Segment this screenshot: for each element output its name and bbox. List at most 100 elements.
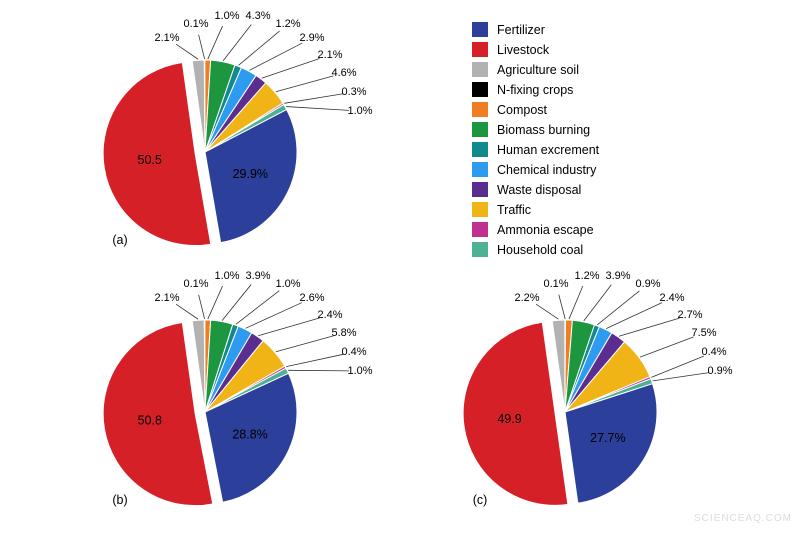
legend-swatch bbox=[472, 42, 488, 57]
percent-label: 3.9% bbox=[245, 270, 270, 282]
percent-label: 2.1% bbox=[317, 49, 342, 61]
legend-label: Human excrement bbox=[497, 142, 600, 157]
percent-label: 0.9% bbox=[635, 278, 660, 290]
leader-line bbox=[284, 93, 344, 104]
legend-item: Fertilizer bbox=[472, 22, 599, 37]
percent-label: 0.1% bbox=[543, 278, 568, 290]
slice-fertilizer bbox=[204, 108, 298, 244]
legend-label: Waste disposal bbox=[497, 182, 582, 197]
legend-swatch bbox=[472, 242, 488, 257]
percent-label: 2.7% bbox=[677, 309, 702, 321]
legend-label: Agriculture soil bbox=[497, 62, 579, 77]
fertilizer-share-label: 29.9% bbox=[233, 167, 268, 181]
percent-label: 1.0% bbox=[214, 270, 239, 282]
percent-label: 1.0% bbox=[347, 105, 372, 117]
legend-item: N-fixing crops bbox=[472, 82, 599, 97]
percent-label: 2.6% bbox=[299, 292, 324, 304]
fertilizer-share-label: 27.7% bbox=[590, 431, 625, 445]
leader-line bbox=[535, 303, 559, 320]
percent-label: 5.8% bbox=[331, 327, 356, 339]
slice-agriculture-soil bbox=[191, 319, 206, 413]
legend-label: Chemical industry bbox=[497, 162, 597, 177]
pie-chart-c: 2.2% 0.1% 1.2% 3.9% 0.9% 2.4% 2.7% 7.5% 0.4% 0.9%… bbox=[415, 270, 745, 528]
legend-item: Livestock bbox=[472, 42, 599, 57]
slice-livestock bbox=[102, 321, 214, 507]
leader-line bbox=[258, 317, 320, 337]
percent-label: 1.2% bbox=[574, 270, 599, 282]
leader-line bbox=[175, 43, 199, 60]
percent-label: 1.0% bbox=[214, 10, 239, 22]
legend-swatch bbox=[472, 182, 488, 197]
legend-swatch bbox=[472, 142, 488, 157]
legend-item: Waste disposal bbox=[472, 182, 599, 197]
legend-swatch bbox=[472, 202, 488, 217]
leader-line bbox=[235, 290, 280, 325]
watermark: SCIENCEAQ.COM bbox=[693, 513, 792, 524]
leader-line bbox=[221, 284, 252, 321]
percent-label: 1.0% bbox=[275, 278, 300, 290]
percent-label: 4.6% bbox=[331, 67, 356, 79]
fertilizer-share-label: 28.8% bbox=[232, 427, 267, 441]
percent-label: 3.9% bbox=[605, 270, 630, 282]
legend-item: Household coal bbox=[472, 242, 599, 257]
leader-line bbox=[198, 34, 205, 60]
percent-label: 0.4% bbox=[341, 346, 366, 358]
leader-line bbox=[639, 336, 694, 358]
legend-item: Compost bbox=[472, 102, 599, 117]
percent-label: 7.5% bbox=[691, 327, 716, 339]
percent-label: 4.3% bbox=[245, 10, 270, 22]
leader-line bbox=[652, 372, 710, 382]
slice-fertilizer bbox=[204, 372, 298, 503]
percent-label: 2.4% bbox=[317, 309, 342, 321]
leader-line bbox=[583, 284, 612, 322]
percent-label: 2.1% bbox=[154, 32, 179, 44]
leader-line bbox=[597, 290, 640, 326]
legend-label: Ammonia escape bbox=[497, 222, 594, 237]
pie-chart-a: 2.1% 0.1% 1.0% 4.3% 1.2% 2.9% 2.1% 4.6% 0.3% 1.0%… bbox=[55, 10, 385, 268]
legend-swatch bbox=[472, 22, 488, 37]
percent-label: 2.1% bbox=[154, 292, 179, 304]
legend-item: Biomass burning bbox=[472, 122, 599, 137]
percent-label: 0.1% bbox=[183, 278, 208, 290]
leader-line bbox=[568, 285, 584, 320]
legend-label: Biomass burning bbox=[497, 122, 591, 137]
legend-swatch bbox=[472, 62, 488, 77]
pie-chart-b: 2.1% 0.1% 1.0% 3.9% 1.0% 2.6% 2.4% 5.8% 0.4% 1.0%… bbox=[55, 270, 385, 528]
pie-svg-a: 2.1% 0.1% 1.0% 4.3% 1.2% 2.9% 2.1% 4.6% 0.3% 1.0%… bbox=[102, 10, 373, 247]
leader-line bbox=[651, 355, 704, 378]
leader-line bbox=[175, 303, 199, 320]
legend-label: Fertilizer bbox=[497, 22, 545, 37]
legend-item: Human excrement bbox=[472, 142, 599, 157]
panel-tag: (b) bbox=[112, 493, 127, 507]
slice-agriculture-soil bbox=[551, 319, 566, 413]
percent-label: 1.0% bbox=[347, 365, 372, 377]
leader-line bbox=[261, 58, 320, 79]
legend-swatch bbox=[472, 122, 488, 137]
pie-svg-b: 2.1% 0.1% 1.0% 3.9% 1.0% 2.6% 2.4% 5.8% 0.4% 1.0%… bbox=[102, 270, 373, 507]
leader-line bbox=[222, 24, 252, 62]
leader-line bbox=[275, 335, 334, 353]
legend-swatch bbox=[472, 82, 488, 97]
percent-label: 2.2% bbox=[514, 292, 539, 304]
leader-line bbox=[275, 75, 334, 93]
leader-line bbox=[207, 285, 223, 320]
leader-line bbox=[605, 302, 663, 329]
legend-item: Chemical industry bbox=[472, 162, 599, 177]
leader-line bbox=[207, 25, 223, 60]
percent-label: 0.4% bbox=[701, 346, 726, 358]
slice-livestock bbox=[462, 321, 569, 506]
livestock-share-label: 49.9 bbox=[497, 412, 521, 426]
legend-item: Ammonia escape bbox=[472, 222, 599, 237]
panel-tag: (a) bbox=[112, 233, 127, 247]
leader-line bbox=[286, 106, 350, 111]
leader-line bbox=[249, 42, 303, 71]
legend-label: Traffic bbox=[497, 202, 532, 217]
pie-svg-c: 2.2% 0.1% 1.2% 3.9% 0.9% 2.4% 2.7% 7.5% 0.4% 0.9%… bbox=[462, 270, 733, 507]
percent-label: 1.2% bbox=[275, 18, 300, 30]
legend-swatch bbox=[472, 222, 488, 237]
leader-line bbox=[286, 353, 344, 368]
leader-line bbox=[558, 294, 566, 320]
legend-swatch bbox=[472, 162, 488, 177]
slice-livestock bbox=[102, 61, 212, 247]
legend-label: Livestock bbox=[497, 42, 550, 57]
